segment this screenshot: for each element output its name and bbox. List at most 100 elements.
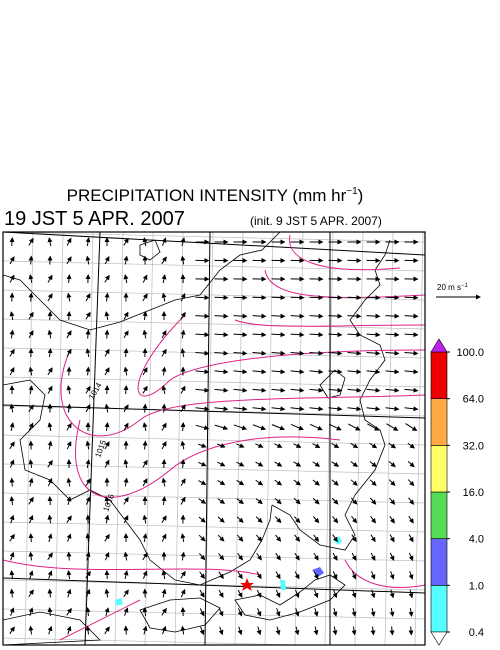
wind-vector <box>104 533 110 542</box>
valid-time: 19 JST 5 APR. 2007 <box>4 208 185 230</box>
wind-vector <box>161 607 167 616</box>
wind-vector <box>123 255 129 265</box>
wind-vector <box>142 385 148 394</box>
wind-vector <box>28 237 34 246</box>
wind-vector <box>85 570 91 579</box>
graticule <box>3 347 425 359</box>
wind-vector <box>389 626 395 636</box>
wind-vector <box>66 570 72 580</box>
wind-vector <box>142 607 148 617</box>
wind-vector <box>47 588 53 598</box>
wind-vector <box>85 348 91 358</box>
wind-vector <box>271 369 286 375</box>
wind-vector <box>408 626 414 636</box>
wind-vector <box>407 442 415 449</box>
wind-vector <box>66 441 72 450</box>
wind-vector <box>28 422 34 431</box>
wind-vector <box>274 516 282 524</box>
wind-vector <box>66 588 72 598</box>
wind-vector <box>252 387 267 393</box>
wind-vector <box>256 608 262 617</box>
wind-vector <box>294 534 301 542</box>
wind-vector <box>161 403 167 413</box>
wind-vector <box>123 274 129 284</box>
wind-vector <box>9 477 15 487</box>
wind-vector <box>28 477 34 487</box>
wind-vector <box>233 350 248 356</box>
wind-vector <box>9 348 15 357</box>
wind-vector <box>9 551 15 561</box>
wind-vector <box>198 498 207 504</box>
wind-vector <box>123 366 129 376</box>
wind-vector <box>47 367 53 376</box>
wind-vector <box>312 479 320 486</box>
colorbar-label: 0.4 <box>469 627 484 639</box>
wind-vector <box>198 534 206 542</box>
wind-vector <box>252 369 267 375</box>
wind-vector <box>85 625 91 635</box>
wind-vector <box>309 423 323 431</box>
colorbar-label: 100.0 <box>456 347 484 359</box>
wind-vector <box>28 589 34 598</box>
graticule <box>3 434 425 446</box>
wind-vector <box>142 440 148 450</box>
wind-vector <box>66 403 72 413</box>
wind-vector <box>161 385 167 395</box>
wind-vector <box>104 607 110 616</box>
wind-vector <box>252 350 267 356</box>
wind-vector <box>66 237 72 246</box>
wind-vector <box>123 385 129 395</box>
wind-vector <box>293 516 301 524</box>
wind-vector <box>237 571 243 580</box>
wind-vector <box>28 255 34 265</box>
wind-vector <box>180 440 186 450</box>
wind-vector <box>309 369 324 375</box>
wind-vector <box>385 332 400 338</box>
colorbar-bin <box>430 585 448 633</box>
wind-vector <box>367 423 380 431</box>
wind-vector <box>161 274 167 284</box>
wind-vector <box>142 514 148 524</box>
wind-vector <box>271 332 286 338</box>
wind-vector <box>104 403 110 413</box>
wind-vector <box>161 422 167 431</box>
wind-vector <box>366 387 381 393</box>
wind-vector <box>332 589 338 599</box>
wind-vector <box>142 478 148 487</box>
colorbar-bin <box>430 445 448 493</box>
wind-vector <box>66 533 72 542</box>
wind-vector <box>9 607 15 616</box>
wind-vector <box>161 256 167 265</box>
wind-vector <box>217 461 226 467</box>
wind-vector <box>218 571 224 580</box>
wind-vector <box>370 515 376 524</box>
wind-vector <box>256 571 262 580</box>
wind-vector <box>9 237 15 247</box>
colorbar-under <box>430 631 448 646</box>
wind-vector <box>85 533 91 543</box>
wind-vector <box>195 387 210 393</box>
wind-vector <box>328 406 343 412</box>
wind-vector <box>66 551 72 561</box>
wind-vector <box>47 440 53 450</box>
wind-vector <box>85 459 91 469</box>
wind-vector <box>328 313 343 319</box>
wind-vector <box>85 551 91 561</box>
wind-vector <box>218 589 224 598</box>
wind-vector <box>47 625 53 635</box>
wind-vector <box>198 516 206 523</box>
wind-vector <box>293 479 301 486</box>
wind-vector <box>180 385 186 394</box>
wind-vector <box>66 256 72 265</box>
wind-vector <box>104 496 110 506</box>
wind-vector <box>180 422 186 432</box>
wind-vector <box>408 515 414 524</box>
wind-vector <box>351 626 357 636</box>
wind-vector <box>332 608 338 617</box>
wind-vector <box>369 479 377 486</box>
wind-vector <box>351 571 357 580</box>
wind-vector <box>199 608 205 617</box>
wind-vector <box>366 369 381 375</box>
wind-vector <box>328 387 343 393</box>
graticule <box>354 232 364 645</box>
